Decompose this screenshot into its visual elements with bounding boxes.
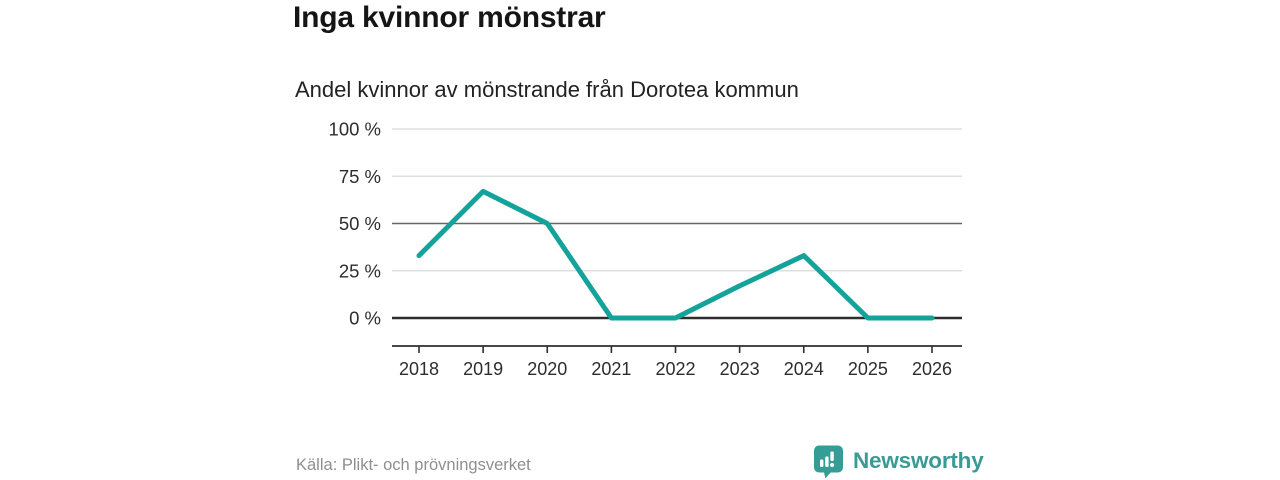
x-axis-label: 2021 [591,359,631,379]
y-axis-label: 75 % [339,166,381,187]
newsworthy-wordmark: Newsworthy [853,448,984,473]
x-axis-label: 2019 [463,359,503,379]
newsworthy-speech-bubble-bar-chart-icon [814,445,843,478]
x-axis-label: 2025 [848,359,888,379]
y-axis-label: 50 % [339,213,381,234]
y-axis-label: 0 % [349,308,381,329]
x-axis-label: 2026 [912,359,952,379]
x-axis-label: 2024 [784,359,824,379]
chart-subtitle: Andel kvinnor av mönstrande från Dorotea… [295,77,799,102]
x-axis-label: 2023 [720,359,760,379]
newsworthy-logo: Newsworthy [812,444,984,478]
y-axis-label: 100 % [329,119,381,140]
x-axis-label: 2020 [527,359,567,379]
data-line-andel-kvinnor-av-mönstrande [416,188,935,321]
x-axis-label: 2022 [655,359,695,379]
source-note: Källa: Plikt- och prövningsverket [296,456,531,474]
x-axis-label: 2018 [399,359,439,379]
y-axis-label: 25 % [339,260,381,281]
chart-title: Inga kvinnor mönstrar [293,1,606,34]
